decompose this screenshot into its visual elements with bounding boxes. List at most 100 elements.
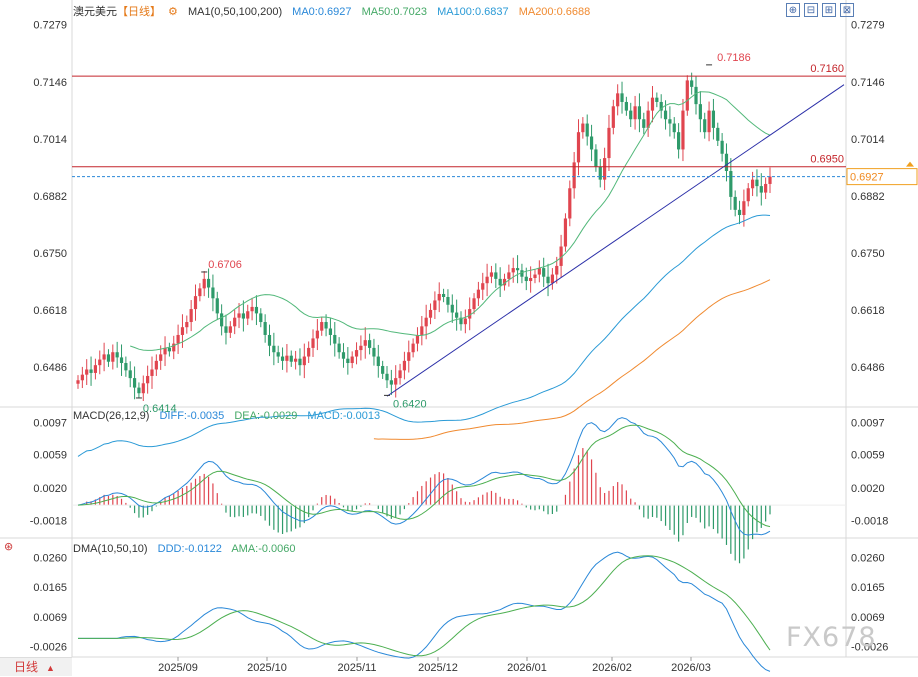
macd-dea: DEA:-0.0029	[234, 410, 298, 422]
candle-body	[246, 311, 250, 319]
price-tick-right: 0.7014	[851, 134, 885, 146]
candle-body	[106, 354, 111, 362]
candle-body	[441, 293, 446, 297]
candle-body	[524, 276, 528, 282]
price-header: 澳元美元【日线】 ⚙ MA1(0,50,100,200) MA0:0.6927 M…	[73, 3, 597, 19]
candle-body	[415, 334, 420, 344]
candle-body	[411, 343, 415, 353]
dma-tick-left: 0.0069	[33, 612, 67, 624]
period-label[interactable]: 【日线】	[117, 6, 161, 18]
candle-body	[542, 268, 546, 277]
resistance-label: 0.6950	[810, 154, 844, 166]
ma100-line	[77, 214, 771, 457]
fullscreen-icon[interactable]: ⊕	[786, 3, 800, 17]
candle-body	[198, 288, 202, 297]
candle-body	[228, 326, 232, 333]
dma-tick-left: 0.0260	[33, 553, 67, 565]
candle-body	[685, 80, 689, 111]
candle-body	[185, 322, 189, 328]
maximize-icon[interactable]: ⊞	[822, 3, 836, 17]
candle-body	[267, 334, 272, 346]
dma-ama-line	[78, 555, 771, 657]
candle-body	[307, 347, 311, 357]
candle-body	[132, 378, 137, 388]
ma-label: MA1(0,50,100,200)	[187, 6, 283, 18]
candle-body	[759, 186, 763, 193]
candle-body	[167, 347, 171, 352]
candle-body	[446, 296, 450, 305]
candle-body	[141, 383, 145, 394]
candle-body	[394, 378, 398, 385]
candle-body	[89, 369, 93, 373]
macd-tick-right: 0.0020	[851, 483, 885, 495]
candle-body	[624, 101, 628, 111]
candle-body	[585, 123, 589, 137]
candle-body	[529, 278, 533, 282]
candle-body	[176, 334, 180, 344]
candle-body	[690, 80, 694, 87]
macd-tick-left: -0.0018	[30, 515, 67, 527]
price-tick-left: 0.6882	[33, 191, 67, 203]
candle-body	[341, 352, 346, 359]
date-label: 2025/10	[247, 662, 287, 674]
price-tick-right: 0.6882	[851, 191, 885, 203]
date-label: 2026/02	[592, 662, 632, 674]
candle-body	[750, 179, 755, 189]
ma50-line	[130, 91, 771, 351]
candle-body	[546, 276, 550, 284]
crosshair-icon[interactable]: ⊛	[4, 540, 14, 553]
dma-label: DMA(10,50,10)	[73, 543, 148, 555]
chart-toolbar: ⊕ ⊟ ⊞ ⊠	[786, 3, 854, 17]
dma-ddd-line	[78, 551, 771, 672]
price-tick-left: 0.7014	[33, 134, 67, 146]
candle-body	[154, 360, 158, 370]
candle-body	[703, 119, 707, 133]
timeframe-selector[interactable]: 日线 ▲	[0, 657, 72, 676]
extreme-label: 0.6414	[143, 403, 177, 415]
price-tick-left: 0.6750	[33, 248, 67, 260]
extreme-label: 0.6420	[393, 398, 427, 410]
candle-body	[241, 313, 245, 319]
candle-body	[150, 369, 154, 376]
candle-body	[520, 270, 524, 277]
macd-tick-right: -0.0018	[851, 515, 888, 527]
macd-diff-line	[77, 417, 771, 536]
date-label: 2025/09	[158, 662, 198, 674]
price-tick-left: 0.7279	[33, 20, 67, 32]
candle-body	[333, 334, 337, 344]
candle-body	[707, 110, 711, 133]
settings-icon[interactable]: ⚙	[168, 6, 178, 18]
candle-body	[550, 274, 554, 284]
candle-body	[250, 306, 254, 312]
candle-body	[80, 374, 84, 381]
candle-body	[389, 380, 393, 385]
candle-body	[346, 358, 350, 364]
candle-body	[285, 355, 289, 361]
symbol-name: 澳元美元	[73, 6, 117, 18]
minimize-icon[interactable]: ⊟	[804, 3, 818, 17]
candle-body	[603, 158, 607, 180]
ma200-value: MA200:0.6688	[518, 6, 591, 18]
candle-body	[502, 278, 507, 286]
candle-body	[272, 345, 276, 353]
candle-body	[398, 370, 402, 379]
candle-body	[537, 268, 541, 275]
candle-body	[359, 345, 363, 351]
extreme-label: 0.6706	[208, 259, 242, 271]
candle-body	[233, 317, 237, 327]
candle-body	[515, 268, 520, 271]
candle-body	[733, 196, 737, 210]
candle-body	[742, 201, 746, 216]
candle-body	[128, 370, 132, 379]
candle-body	[189, 309, 193, 323]
candle-body	[711, 110, 716, 128]
close-icon[interactable]: ⊠	[840, 3, 854, 17]
date-label: 2025/11	[338, 662, 377, 674]
candle-body	[555, 265, 559, 275]
candle-body	[85, 369, 89, 375]
triangle-down-icon: ▲	[46, 663, 55, 673]
macd-tick-right: 0.0059	[851, 450, 885, 462]
candle-body	[633, 106, 637, 120]
candle-body	[498, 278, 502, 286]
